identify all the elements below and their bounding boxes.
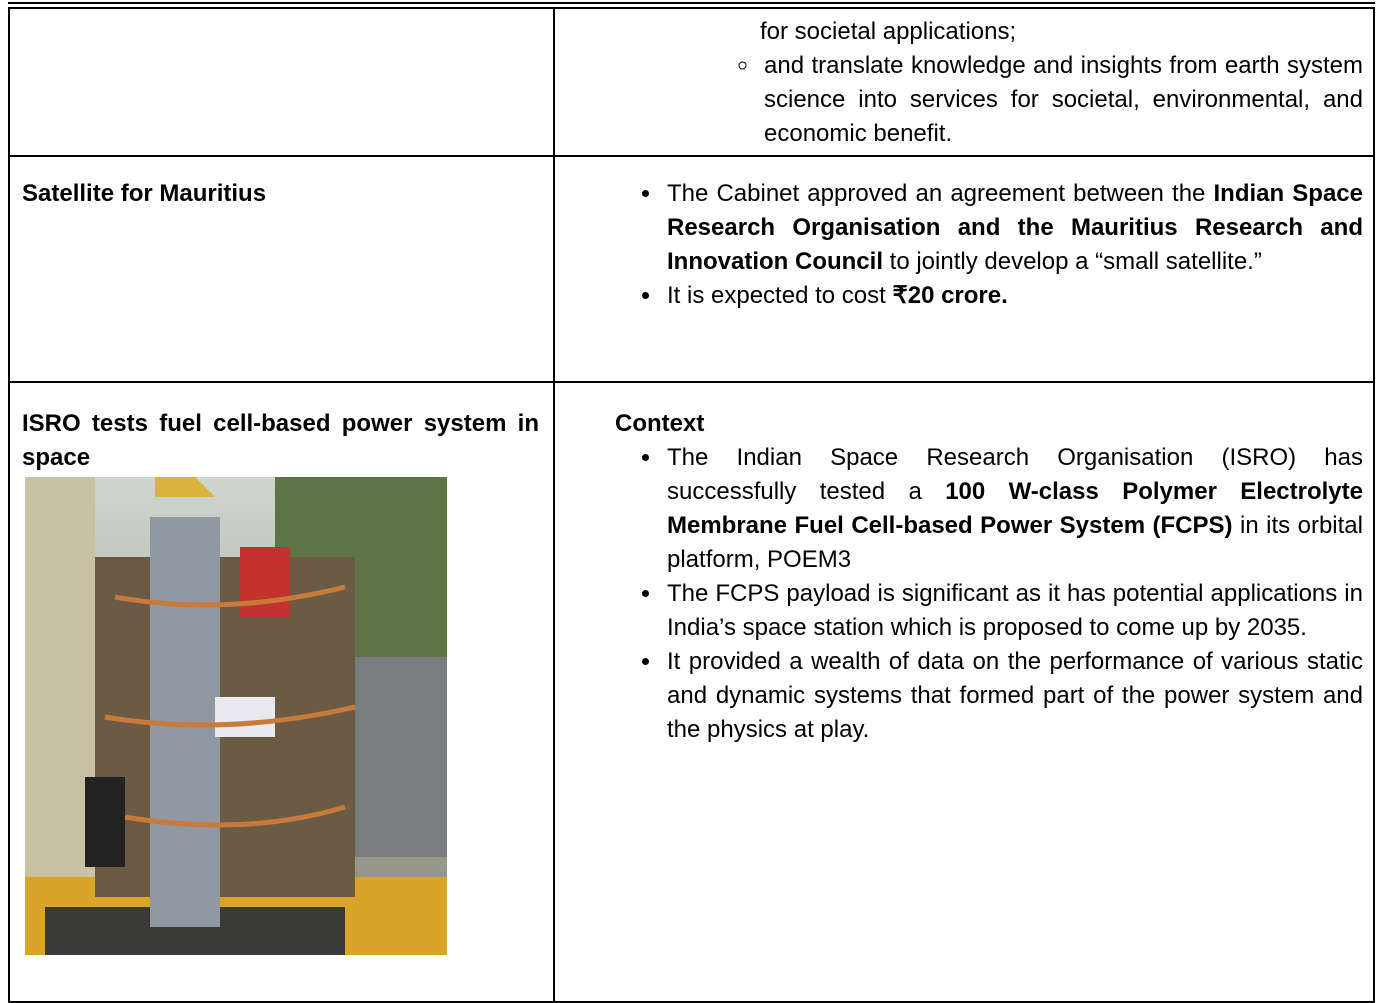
text-run: The Indian Space Research Organisation (… <box>667 443 1363 505</box>
bullet-item: The Cabinet approved an agreement betwee… <box>663 177 1363 279</box>
text-run: Indian Space Research Organisation and t… <box>667 179 1363 275</box>
table-row: Satellite for Mauritius The Cabinet appro… <box>8 154 1375 383</box>
bullet-item: The Indian Space Research Organisation (… <box>663 441 1363 577</box>
text-run: ₹20 crore. <box>892 281 1008 309</box>
row-title: ISRO tests fuel cell-based power system … <box>22 409 539 471</box>
bullet-item: It is expected to cost ₹20 crore. <box>663 279 1363 313</box>
table: for societal applications; and translate … <box>8 2 1375 1003</box>
section-heading: Context <box>615 409 705 437</box>
left-cell: ISRO tests fuel cell-based power system … <box>8 380 555 1003</box>
bullet-list: The Cabinet approved an agreement betwee… <box>555 177 1373 313</box>
table-row: for societal applications; and translate … <box>8 4 1375 157</box>
page: for societal applications; and translate … <box>0 0 1382 980</box>
bullet-list: The Indian Space Research Organisation (… <box>555 441 1373 747</box>
bullet-item: and translate knowledge and insights fro… <box>760 49 1363 151</box>
bullet-item: The FCPS payload is significant as it ha… <box>663 577 1363 645</box>
text-run: and translate knowledge and insights fro… <box>764 52 1363 147</box>
text-run: in its orbital platform, POEM3 <box>667 511 1363 573</box>
bullet-item: It provided a wealth of data on the perf… <box>663 645 1363 747</box>
left-cell: Satellite for Mauritius <box>8 154 555 383</box>
text-run: It provided a wealth of data on the perf… <box>667 647 1363 743</box>
text-run: 100 W-class Polymer Electrolyte Membrane… <box>667 477 1363 539</box>
text-run: It is expected to cost <box>667 281 893 309</box>
continued-text: for societal applications; <box>760 18 1017 45</box>
document: for societal applications; and translate … <box>8 2 1375 1003</box>
table-row: ISRO tests fuel cell-based power system … <box>8 380 1375 1003</box>
photo <box>25 476 447 955</box>
text-run: The FCPS payload is significant as it ha… <box>667 579 1363 641</box>
right-cell: for societal applications; and translate … <box>553 4 1375 157</box>
text-run: to jointly develop a “small satellite.” <box>883 247 1262 275</box>
right-cell: Context The Indian Space Research Organis… <box>553 380 1375 1003</box>
text-run: The Cabinet approved an agreement betwee… <box>667 179 1214 207</box>
right-cell: The Cabinet approved an agreement betwee… <box>553 154 1375 383</box>
left-cell <box>8 4 555 157</box>
sub-bullet-list: and translate knowledge and insights fro… <box>555 49 1373 151</box>
row-title: Satellite for Mauritius <box>22 179 267 207</box>
